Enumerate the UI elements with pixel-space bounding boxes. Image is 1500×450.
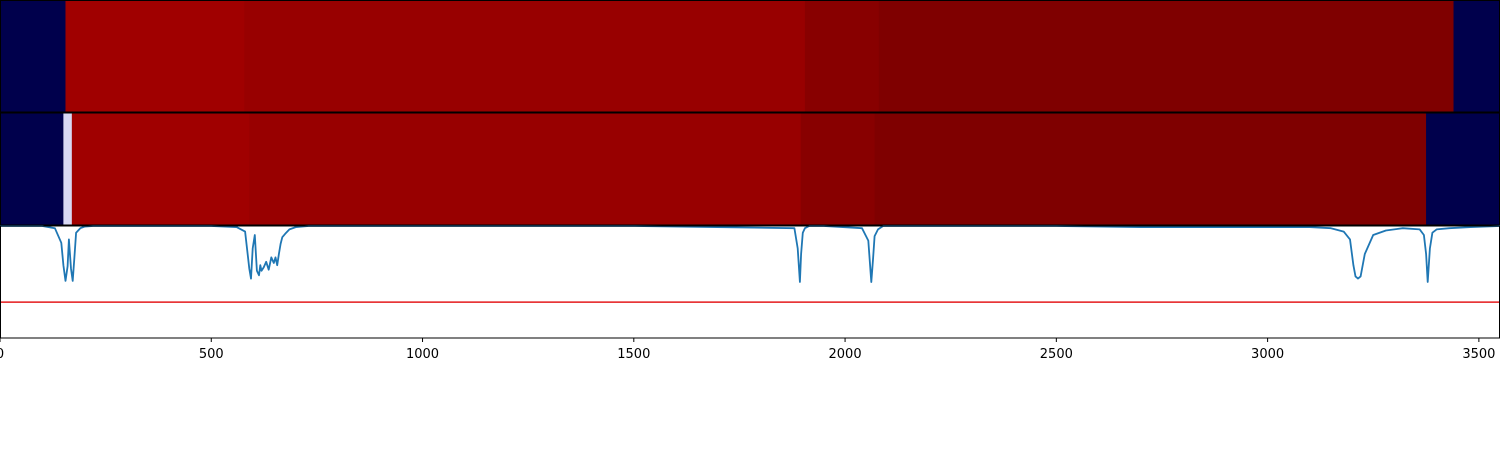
heatmap-panel-bottom [0, 112, 1500, 226]
heatmap-cell [804, 0, 880, 112]
x-tick-label: 3000 [1251, 347, 1284, 362]
x-tick-label: 3500 [1462, 347, 1495, 362]
heatmap-cell [874, 113, 1427, 225]
heatmap-cell [0, 113, 64, 225]
heatmap-cell [1453, 0, 1500, 112]
x-tick-label: 500 [199, 347, 224, 362]
heatmap-cell [800, 113, 876, 225]
line-plot-frame [0, 225, 1500, 339]
x-tick-label: 2000 [829, 347, 862, 362]
heatmap-cell [244, 0, 806, 112]
series-line [0, 225, 1500, 283]
heatmap-cell [878, 0, 1455, 112]
heatmap-panel-top [0, 0, 1500, 113]
heatmap-cell [249, 113, 802, 225]
heatmap-cell [65, 0, 245, 112]
heatmap-cell [71, 113, 250, 225]
x-tick-label: 0 [0, 347, 4, 362]
heatmap-cell [63, 113, 73, 225]
heatmap-cell [1426, 113, 1500, 225]
x-tick-label: 1500 [617, 347, 650, 362]
x-tick-label: 1000 [406, 347, 439, 362]
line-plot-panel [0, 225, 1500, 339]
heatmap-cell [0, 0, 66, 112]
x-axis: 0 500 1000 1500 2000 2500 3000 3500 [0, 338, 1495, 362]
x-tick-label: 2500 [1040, 347, 1073, 362]
